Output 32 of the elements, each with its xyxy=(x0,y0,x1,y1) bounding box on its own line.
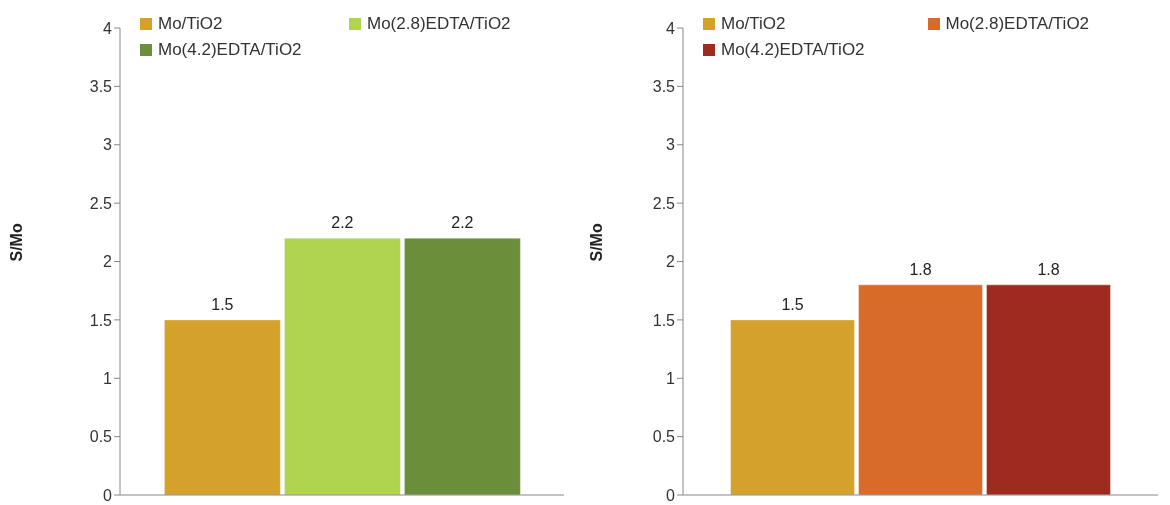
y-tick-label: 3.5 xyxy=(89,78,113,96)
y-tick-label: 2.5 xyxy=(89,194,113,212)
legend-label: Mo(2.8)EDTA/TiO2 xyxy=(367,14,511,34)
data-label: 2.2 xyxy=(451,214,474,232)
y-tick-label: 1.5 xyxy=(89,311,113,329)
y-tick-label: 4 xyxy=(103,19,113,37)
y-tick-label: 4 xyxy=(666,19,676,37)
y-tick-label: 0.5 xyxy=(652,428,676,446)
data-label: 1.5 xyxy=(781,295,804,313)
y-tick-label: 0 xyxy=(666,486,676,504)
y-tick-label: 3.5 xyxy=(652,78,676,96)
legend-label: Mo/TiO2 xyxy=(158,14,223,34)
y-tick-label: 0 xyxy=(103,486,113,504)
y-tick-label: 3 xyxy=(103,136,113,154)
y-axis-title: S/Mo xyxy=(587,223,605,262)
y-tick-label: 3 xyxy=(666,136,676,154)
y-tick-label: 0.5 xyxy=(89,428,113,446)
data-label: 1.5 xyxy=(211,295,234,313)
y-axis-title: S/Mo xyxy=(7,223,25,262)
y-tick-label: 1 xyxy=(666,369,676,387)
data-label: 2.2 xyxy=(331,214,354,232)
data-label: 1.8 xyxy=(909,260,932,278)
y-tick-label: 2 xyxy=(103,253,113,271)
legend-label: Mo(4.2)EDTA/TiO2 xyxy=(158,40,302,60)
y-tick-label: 2.5 xyxy=(652,194,676,212)
legend-label: Mo(2.8)EDTA/TiO2 xyxy=(945,14,1090,34)
legend-label: Mo(4.2)EDTA/TiO2 xyxy=(721,40,865,60)
y-tick-label: 1 xyxy=(103,369,113,387)
legend-label: Mo/TiO2 xyxy=(721,14,786,34)
y-tick-label: 1.5 xyxy=(652,311,676,329)
data-label: 1.8 xyxy=(1037,260,1060,278)
y-tick-label: 2 xyxy=(666,253,676,271)
